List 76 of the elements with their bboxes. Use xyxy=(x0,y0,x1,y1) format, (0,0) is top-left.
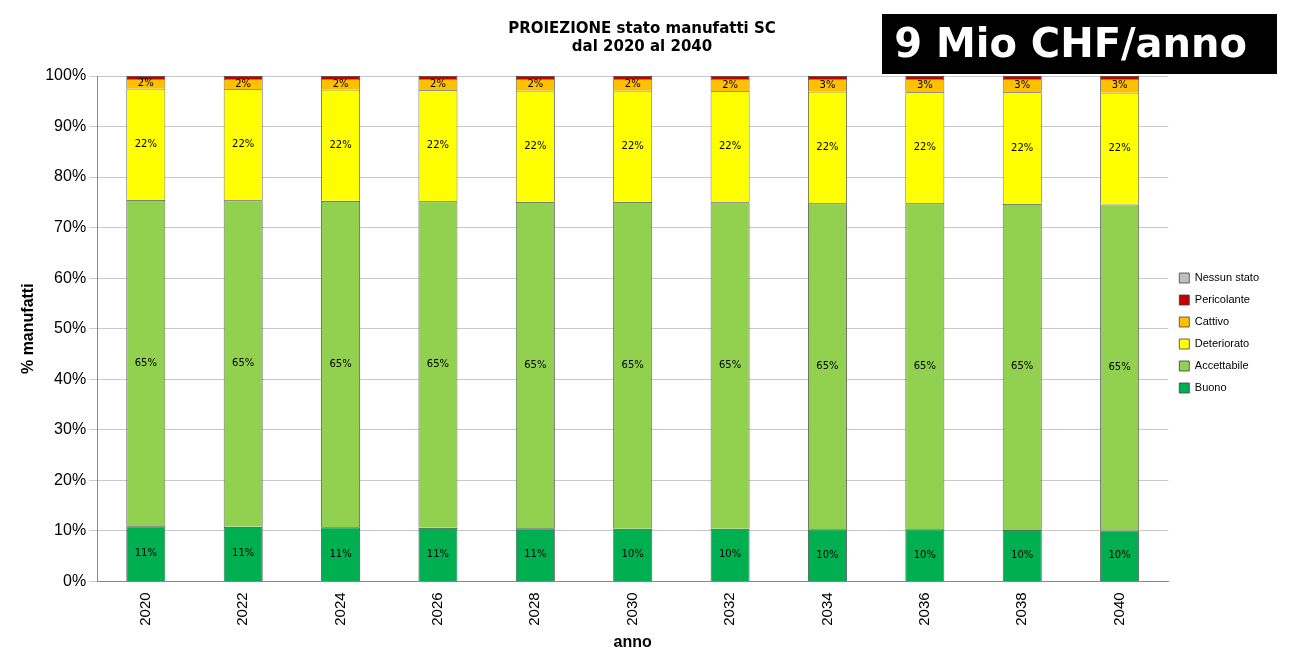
text: 9 Mio CHF/anno xyxy=(882,14,1277,74)
data-label: 11% xyxy=(524,548,547,560)
data-label: 3% xyxy=(916,79,933,91)
data-label: 22% xyxy=(232,138,255,150)
data-label: 10% xyxy=(1011,549,1034,560)
x-tick-label: 2040 xyxy=(1109,592,1127,626)
data-label: 22% xyxy=(1108,142,1131,154)
data-label: 2% xyxy=(332,77,349,89)
data-label: 65% xyxy=(426,358,450,370)
data-label: 22% xyxy=(134,137,157,149)
x-tick-label: 2020 xyxy=(135,592,153,626)
data-label: 65% xyxy=(134,356,157,368)
x-tick-label: 2032 xyxy=(720,592,738,626)
x-axis-title: anno xyxy=(613,632,653,650)
legend-label: Nessun stato xyxy=(1194,271,1259,284)
data-label: 65% xyxy=(232,357,255,369)
legend-label: Deteriorato xyxy=(1194,337,1250,350)
data-label: 22% xyxy=(621,139,644,151)
data-label: 2% xyxy=(527,78,544,90)
x-tick-label: 2028 xyxy=(525,592,543,626)
x-tick-label: 2034 xyxy=(817,592,835,626)
data-label: 22% xyxy=(426,139,450,151)
chart-title: PROIEZIONE stato manufatti SC dal 2020 al 2040 xyxy=(508,18,776,55)
x-tick-label: 2030 xyxy=(622,592,640,626)
data-label: 2% xyxy=(624,78,641,90)
data-label: 10% xyxy=(1108,549,1131,561)
data-label: 65% xyxy=(621,358,644,370)
data-label: 65% xyxy=(329,357,352,369)
y-tick-label: 70% xyxy=(54,218,87,236)
legend-label: Pericolante xyxy=(1194,293,1250,306)
data-label: 10% xyxy=(621,548,644,560)
legend-label: Buono xyxy=(1194,381,1227,394)
data-label: 3% xyxy=(819,78,836,90)
y-tick-label: 40% xyxy=(54,369,87,387)
data-label: 22% xyxy=(524,139,547,151)
data-label: 65% xyxy=(913,359,936,371)
data-label: 22% xyxy=(913,141,936,153)
y-tick-label: 30% xyxy=(54,420,87,438)
data-label: 65% xyxy=(1108,360,1131,372)
y-tick-label: 10% xyxy=(54,521,87,539)
y-tick-label: 100% xyxy=(45,66,87,84)
y-tick-label: 0% xyxy=(63,571,87,589)
data-label: 22% xyxy=(816,141,839,153)
y-tick-label: 50% xyxy=(54,319,87,337)
data-label: 10% xyxy=(913,548,936,560)
data-label: 11% xyxy=(329,547,352,559)
data-label: 22% xyxy=(1011,141,1034,153)
data-label: 2% xyxy=(235,77,252,89)
data-label: 11% xyxy=(426,547,450,559)
data-label: 65% xyxy=(524,358,547,370)
data-label: 2% xyxy=(137,77,154,89)
data-label: 10% xyxy=(816,548,839,560)
x-tick-label: 2036 xyxy=(914,592,932,626)
data-label: 11% xyxy=(232,547,255,559)
y-tick-label: 80% xyxy=(54,167,87,185)
x-tick-label: 2022 xyxy=(233,592,251,626)
x-tick-label: 2026 xyxy=(428,592,446,626)
data-label: 10% xyxy=(718,548,742,560)
data-label: 11% xyxy=(134,547,157,559)
data-label: 65% xyxy=(1011,360,1034,372)
y-axis-title: % manufatti xyxy=(19,283,37,375)
x-tick-label: 2024 xyxy=(330,592,348,626)
data-label: 2% xyxy=(722,78,739,90)
data-label: 2% xyxy=(430,78,446,90)
data-label: 65% xyxy=(816,359,839,371)
data-label: 3% xyxy=(1014,79,1031,91)
data-label: 22% xyxy=(718,140,742,152)
y-tick-label: 90% xyxy=(54,116,87,134)
legend-label: Cattivo xyxy=(1194,315,1230,328)
legend-label: Accettabile xyxy=(1194,359,1249,372)
x-tick-label: 2038 xyxy=(1012,592,1030,626)
data-label: 65% xyxy=(718,359,742,371)
data-label: 3% xyxy=(1111,79,1128,91)
y-tick-label: 60% xyxy=(54,268,87,286)
y-tick-label: 20% xyxy=(54,470,87,488)
data-label: 22% xyxy=(329,138,352,150)
